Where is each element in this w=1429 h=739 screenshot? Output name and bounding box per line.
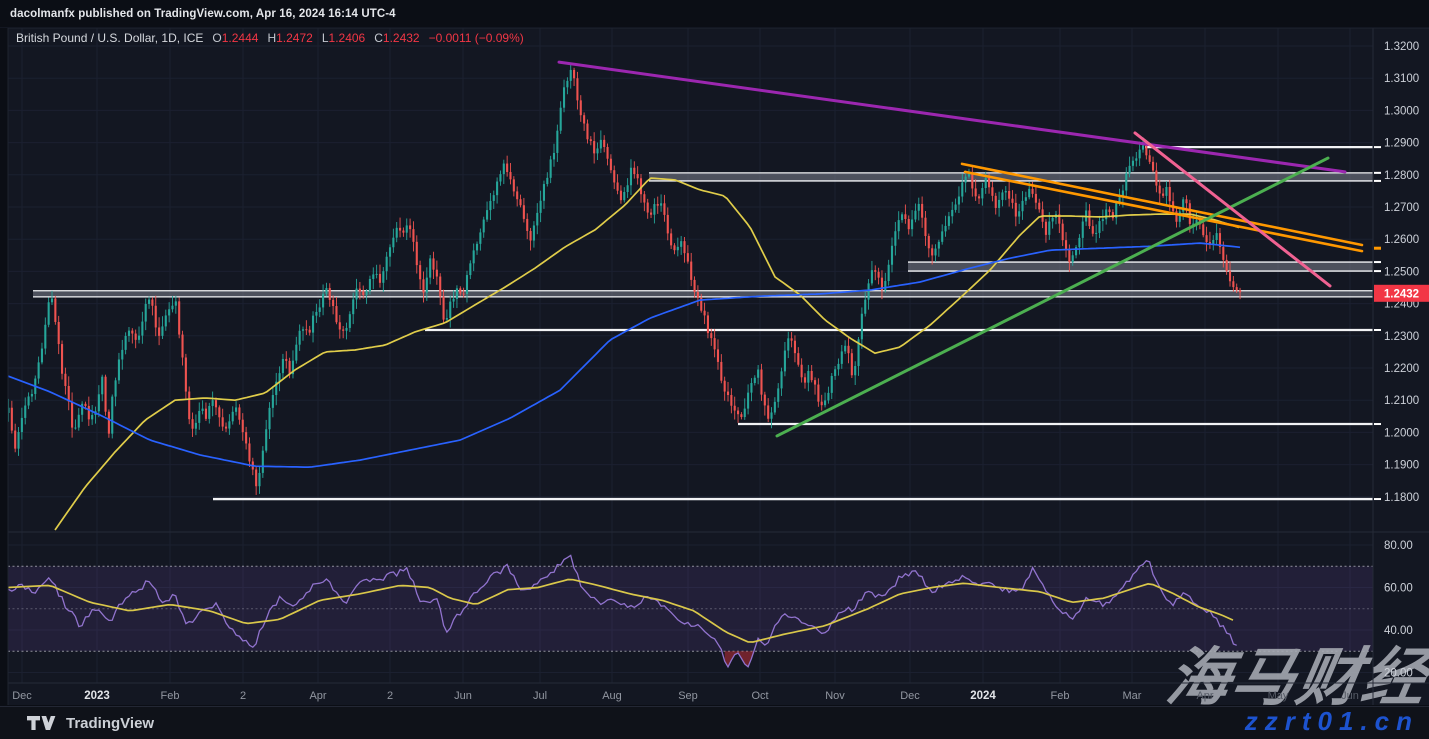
chart-background (8, 28, 1429, 705)
zone-1p2520[interactable] (908, 262, 1373, 272)
main-pane[interactable] (7, 60, 1373, 531)
svg-text:Feb: Feb (161, 690, 180, 702)
symbol-title: British Pound / U.S. Dollar, 1D, ICE (16, 31, 204, 45)
site-watermark: zzrt01.cn (1244, 706, 1419, 736)
ma-slow-blue[interactable] (8, 242, 1241, 468)
svg-text:1.2500: 1.2500 (1384, 266, 1419, 278)
svg-text:20.00: 20.00 (1384, 668, 1413, 680)
legend-low: L1.2406 (321, 31, 366, 45)
svg-text:Dec: Dec (12, 690, 32, 702)
svg-text:1.2100: 1.2100 (1384, 395, 1419, 407)
svg-text:Sep: Sep (678, 690, 698, 702)
svg-text:1.3000: 1.3000 (1384, 105, 1419, 117)
svg-text:1.3100: 1.3100 (1384, 73, 1419, 85)
tradingview-brand-label[interactable]: TradingView (66, 714, 155, 732)
cn-watermark-text: 海马财经 (1162, 643, 1429, 712)
last-price-badge: 1.2432 (1374, 284, 1429, 302)
svg-text:2023: 2023 (84, 690, 110, 702)
candles-layer (8, 62, 1242, 495)
legend-change: −0.0011 (−0.09%) (428, 31, 524, 45)
svg-text:1.2000: 1.2000 (1384, 427, 1419, 439)
svg-text:Dec: Dec (900, 690, 920, 702)
grid-lines (8, 28, 1373, 683)
svg-text:1.2300: 1.2300 (1384, 331, 1419, 343)
svg-text:Jul: Jul (533, 690, 547, 702)
legend-high: H1.2472 (267, 31, 313, 45)
svg-text:1.2800: 1.2800 (1384, 170, 1419, 182)
svg-text:1.2900: 1.2900 (1384, 138, 1419, 150)
price-axis[interactable]: 1.3200 1.3100 1.3000 1.2900 1.2800 1.2700 1.26… (1374, 41, 1419, 504)
svg-text:1.2432: 1.2432 (1384, 288, 1419, 300)
downtrend-channel-orange-upper[interactable] (960, 162, 1364, 247)
tradingview-logo-icon[interactable] (27, 715, 57, 731)
svg-text:Nov: Nov (825, 690, 845, 702)
downtrend-steep-pink[interactable] (1133, 131, 1332, 288)
symbol-legend[interactable]: British Pound / U.S. Dollar, 1D, ICE O1.… (16, 31, 524, 45)
zone-1p2430[interactable] (33, 290, 1373, 297)
svg-text:Oct: Oct (751, 690, 768, 702)
svg-text:60.00: 60.00 (1384, 583, 1413, 595)
ma-fast-yellow[interactable] (54, 177, 1240, 531)
rsi-pane[interactable] (8, 554, 1373, 669)
svg-text:1.2200: 1.2200 (1384, 363, 1419, 375)
svg-text:Feb: Feb (1051, 690, 1070, 702)
downtrend-channel-orange-lower[interactable] (963, 170, 1364, 253)
svg-text:1.1900: 1.1900 (1384, 460, 1419, 472)
svg-text:2024: 2024 (970, 690, 996, 702)
rsi-line[interactable] (8, 554, 1237, 669)
cn-watermark: 海马财经 (1162, 643, 1429, 712)
svg-text:1.2700: 1.2700 (1384, 202, 1419, 214)
legend-close: C1.2432 (374, 31, 420, 45)
legend-open: O1.2444 (212, 31, 259, 45)
downtrend-major-purple[interactable] (557, 60, 1347, 174)
publisher-bar: dacolmanfx published on TradingView.com,… (0, 0, 1429, 28)
svg-text:Aug: Aug (602, 690, 622, 702)
svg-text:80.00: 80.00 (1384, 540, 1413, 552)
footer-bar: TradingView (0, 706, 1429, 739)
uptrend-green[interactable] (775, 156, 1330, 438)
zone-1p2800[interactable] (649, 172, 1373, 181)
svg-text:1.3200: 1.3200 (1384, 41, 1419, 53)
rsi-axis[interactable]: 80.00 60.00 40.00 20.00 (1384, 540, 1413, 680)
svg-text:1.2600: 1.2600 (1384, 234, 1419, 246)
time-axis[interactable]: Dec 2023 Feb 2 Apr 2 Jun Jul Aug Sep Oct Nov Dec 2024… (12, 690, 1359, 702)
svg-text:1.1800: 1.1800 (1384, 492, 1419, 504)
svg-text:Apr: Apr (309, 690, 326, 702)
svg-text:40.00: 40.00 (1384, 625, 1413, 637)
rsi-band-fill (8, 566, 1373, 652)
rsi-oversold-fill (724, 651, 755, 667)
rsi-ma-line[interactable] (8, 578, 1234, 643)
publisher-line: dacolmanfx published on TradingView.com,… (10, 7, 396, 20)
svg-text:2: 2 (240, 690, 246, 702)
svg-text:2: 2 (387, 690, 393, 702)
svg-text:May: May (1268, 690, 1289, 702)
svg-text:Jun: Jun (1341, 690, 1359, 702)
svg-text:Mar: Mar (1123, 690, 1142, 702)
svg-text:Apr: Apr (1196, 690, 1213, 702)
svg-text:Jun: Jun (454, 690, 472, 702)
